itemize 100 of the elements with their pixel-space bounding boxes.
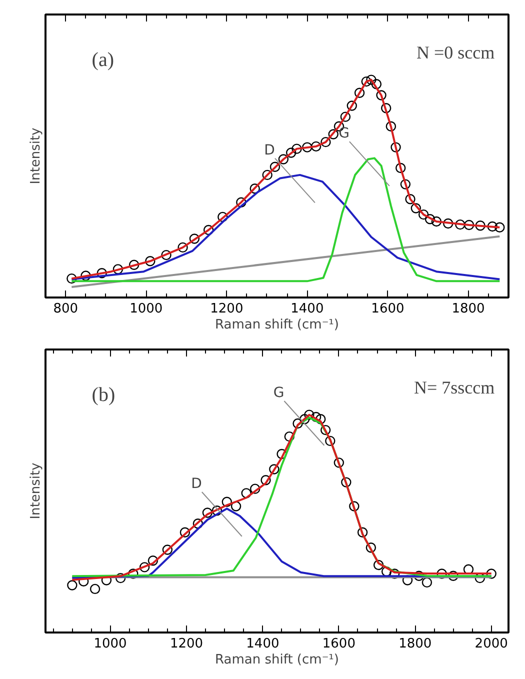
point xyxy=(325,436,336,446)
point xyxy=(373,560,384,570)
x-tick-label: 2000 xyxy=(474,636,508,652)
point xyxy=(396,162,406,174)
point xyxy=(250,484,260,494)
point xyxy=(161,250,172,260)
x-tick-label: 1000 xyxy=(94,636,127,652)
point xyxy=(354,88,365,98)
point xyxy=(90,584,100,594)
point xyxy=(260,475,271,486)
point xyxy=(366,542,376,553)
x-tick-label: 1000 xyxy=(130,302,163,316)
annotation: D xyxy=(264,142,275,158)
point xyxy=(371,79,382,90)
point xyxy=(310,412,322,422)
point xyxy=(302,142,312,152)
point xyxy=(241,488,252,498)
annotation: D xyxy=(191,476,202,492)
point xyxy=(455,219,466,230)
x-tick-label: 1200 xyxy=(210,302,244,316)
point xyxy=(464,220,474,230)
point xyxy=(410,203,421,214)
point xyxy=(148,556,158,566)
point xyxy=(286,148,296,158)
y-axis-title: Intensity xyxy=(28,127,44,184)
point xyxy=(376,90,386,100)
text: N =0 sccm xyxy=(416,42,495,63)
point xyxy=(236,197,246,208)
point xyxy=(96,268,107,278)
point xyxy=(443,218,454,229)
point xyxy=(366,74,376,85)
point xyxy=(128,568,138,579)
point xyxy=(269,464,280,474)
point xyxy=(424,214,436,224)
point xyxy=(112,264,124,274)
point xyxy=(436,568,447,579)
point xyxy=(422,577,432,588)
point xyxy=(278,154,289,164)
point xyxy=(361,76,372,87)
point xyxy=(115,572,126,584)
y-axis-title: Intensity xyxy=(28,462,44,520)
point xyxy=(431,216,442,227)
x-axis-title: Raman shift (cm⁻¹) xyxy=(215,318,339,332)
point xyxy=(178,242,188,253)
point xyxy=(189,234,200,244)
point xyxy=(67,580,78,590)
point xyxy=(320,424,331,436)
point xyxy=(230,501,242,512)
point xyxy=(494,222,505,232)
point xyxy=(386,121,396,132)
x-tick-label: 1600 xyxy=(322,636,356,652)
x-tick-label: 1400 xyxy=(246,636,280,652)
text: G xyxy=(273,384,284,401)
point xyxy=(334,458,344,468)
point xyxy=(212,506,222,516)
point xyxy=(262,170,272,180)
point xyxy=(162,544,173,555)
point xyxy=(349,501,360,512)
point xyxy=(145,256,156,266)
point xyxy=(381,103,392,114)
point xyxy=(400,179,411,190)
point xyxy=(390,142,401,152)
point xyxy=(304,410,314,420)
point xyxy=(284,431,294,442)
point xyxy=(180,527,190,538)
point xyxy=(418,209,429,220)
x-tick-label: 800 xyxy=(53,302,78,316)
point xyxy=(292,418,303,429)
x-tick-label: 1800 xyxy=(452,302,485,316)
point xyxy=(328,129,338,140)
point xyxy=(320,136,331,148)
point xyxy=(300,414,310,424)
point xyxy=(202,508,213,518)
point xyxy=(128,260,140,270)
point xyxy=(448,570,458,581)
point xyxy=(222,496,232,507)
point xyxy=(487,221,498,232)
point xyxy=(139,562,150,572)
point xyxy=(250,184,260,194)
text: (a) xyxy=(92,49,114,72)
point xyxy=(270,162,280,172)
point xyxy=(80,270,91,281)
point xyxy=(316,414,326,424)
point xyxy=(486,568,496,579)
point xyxy=(218,212,228,222)
text: (b) xyxy=(92,384,116,406)
point xyxy=(405,194,416,204)
point xyxy=(292,144,302,154)
annotation: G xyxy=(338,126,350,142)
x-tick-label: 1800 xyxy=(398,636,432,652)
x-axis-title: Raman shift (cm⁻¹) xyxy=(215,652,339,668)
point xyxy=(66,273,77,284)
text: N= 7ssccm xyxy=(414,378,495,398)
point xyxy=(192,518,204,529)
x-tick-label: 1200 xyxy=(170,636,204,652)
x-tick-label: 1600 xyxy=(371,302,404,316)
point xyxy=(340,112,351,122)
x-tick-label: 1400 xyxy=(290,302,324,316)
point xyxy=(341,477,352,488)
point xyxy=(357,527,368,538)
